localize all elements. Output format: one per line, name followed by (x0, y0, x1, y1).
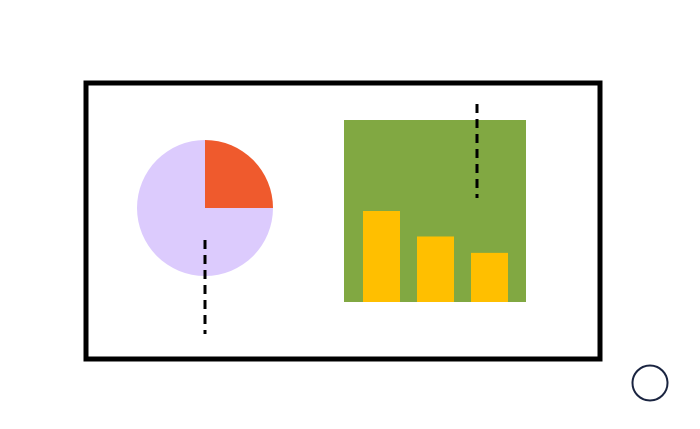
bar-2 (417, 236, 454, 302)
bar-1 (363, 211, 400, 302)
bar-3 (471, 252, 508, 302)
circle-icon[interactable] (631, 364, 669, 402)
frame-rectangle (83, 80, 603, 362)
pie-slice-highlight (205, 140, 273, 208)
bar-chart-icon (363, 211, 508, 302)
pie-slice-base (137, 140, 273, 276)
pie-chart-icon (137, 140, 273, 276)
